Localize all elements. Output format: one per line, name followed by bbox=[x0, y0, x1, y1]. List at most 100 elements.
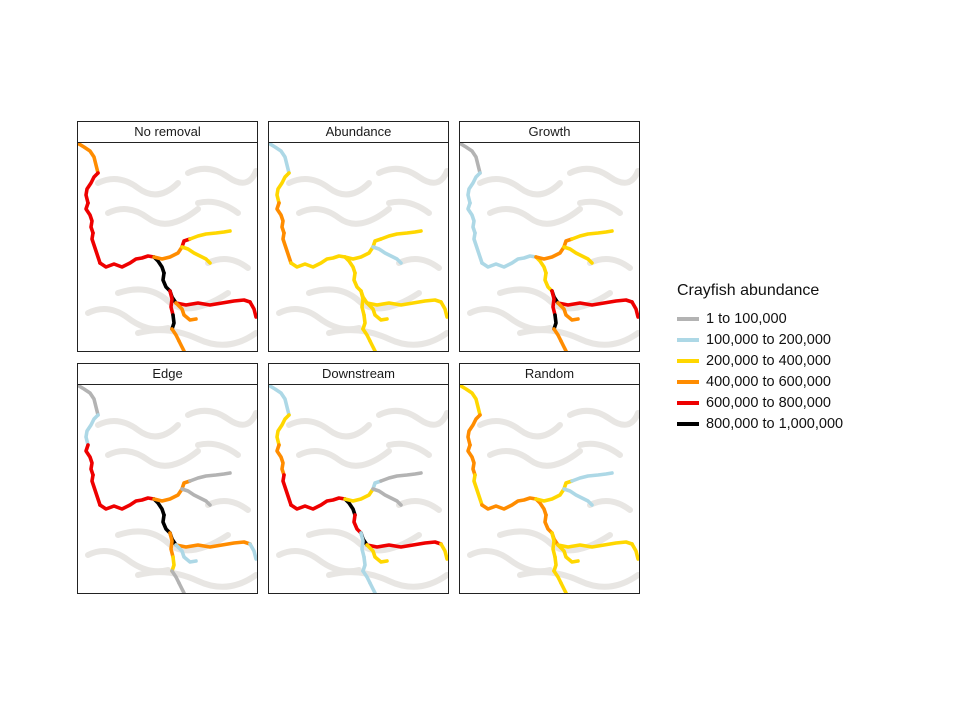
hillshade-texture bbox=[276, 548, 362, 575]
river-segment-c bbox=[466, 443, 477, 477]
river-map bbox=[460, 385, 639, 593]
river-segment-e bbox=[480, 496, 538, 511]
facet-title: Downstream bbox=[269, 364, 448, 385]
hillshade-texture bbox=[376, 165, 448, 186]
river-segment-i bbox=[570, 229, 614, 241]
river-segment-o bbox=[365, 301, 389, 322]
river-segment-g bbox=[152, 487, 184, 503]
legend-item: 600,000 to 800,000 bbox=[677, 392, 843, 413]
river-segment-d bbox=[472, 231, 484, 265]
river-segment-o bbox=[556, 543, 580, 564]
facet-title: Growth bbox=[460, 122, 639, 143]
river-segment-s bbox=[177, 581, 186, 593]
river-map bbox=[269, 385, 448, 593]
hillshade-texture bbox=[517, 569, 639, 590]
river-segment-q bbox=[170, 313, 176, 331]
legend-label: 1 to 100,000 bbox=[706, 310, 787, 327]
hillshade-texture bbox=[577, 198, 623, 216]
river-segment-r bbox=[552, 327, 563, 343]
river-segment-g bbox=[343, 245, 375, 261]
river-segment-s bbox=[368, 339, 377, 351]
hillshade-texture bbox=[477, 418, 563, 440]
river-segment-a bbox=[78, 385, 100, 417]
river-segment-b bbox=[275, 171, 291, 205]
facet-panel-growth: Growth bbox=[459, 121, 640, 352]
river-segment-d bbox=[90, 473, 102, 507]
facet-panel-random: Random bbox=[459, 363, 640, 594]
river-map bbox=[460, 143, 639, 351]
river-segment-h bbox=[180, 479, 192, 491]
river-segment-c bbox=[466, 201, 477, 235]
river-segment-c bbox=[275, 201, 286, 235]
hillshade-texture bbox=[286, 418, 372, 440]
hillshade-texture bbox=[487, 206, 583, 227]
river-map bbox=[78, 143, 257, 351]
legend-item: 100,000 to 200,000 bbox=[677, 329, 843, 350]
river-segment-r bbox=[170, 569, 181, 585]
river-segment-q bbox=[170, 555, 176, 573]
river-segment-n bbox=[248, 300, 257, 319]
hillshade-texture bbox=[326, 569, 448, 590]
river-segment-j bbox=[371, 487, 403, 507]
hillshade-texture bbox=[587, 256, 633, 271]
hillshade-texture bbox=[517, 327, 639, 348]
facet-title: Abundance bbox=[269, 122, 448, 143]
hillshade-texture bbox=[105, 206, 201, 227]
river-segment-j bbox=[371, 245, 403, 265]
hillshade-texture bbox=[286, 176, 372, 198]
river-segment-e bbox=[98, 496, 156, 511]
hillshade-texture bbox=[135, 569, 257, 590]
river-segment-e bbox=[289, 254, 347, 269]
legend-swatch bbox=[677, 421, 699, 426]
river-segment-p bbox=[550, 289, 557, 317]
river-segment-o bbox=[174, 301, 198, 322]
facet-panel-abundance: Abundance bbox=[268, 121, 449, 352]
hillshade-texture bbox=[185, 165, 257, 186]
river-segment-r bbox=[170, 327, 181, 343]
river-segment-e bbox=[289, 496, 347, 511]
river-segment-a bbox=[269, 385, 291, 417]
river-segment-j bbox=[180, 487, 212, 507]
river-segment-h bbox=[562, 237, 574, 249]
river-segment-m bbox=[365, 540, 443, 549]
river-segment-j bbox=[180, 245, 212, 265]
hillshade-texture bbox=[185, 407, 257, 428]
legend-swatch bbox=[677, 379, 699, 384]
river-segment-j bbox=[562, 487, 594, 507]
hillshade-texture bbox=[135, 327, 257, 348]
hillshade-texture bbox=[95, 418, 181, 440]
legend-swatch bbox=[677, 337, 699, 342]
river-segment-k bbox=[543, 271, 554, 293]
hillshade-texture bbox=[195, 440, 241, 458]
river-segment-m bbox=[556, 540, 634, 549]
facet-title: Edge bbox=[78, 364, 257, 385]
facet-title: Random bbox=[460, 364, 639, 385]
legend-swatch bbox=[677, 358, 699, 363]
river-segment-q bbox=[361, 313, 367, 331]
legend-title: Crayfish abundance bbox=[677, 282, 820, 299]
hillshade-texture bbox=[577, 440, 623, 458]
hillshade-texture bbox=[477, 176, 563, 198]
river-segment-q bbox=[552, 313, 558, 331]
river-segment-r bbox=[361, 327, 372, 343]
hillshade-texture bbox=[205, 498, 251, 513]
hillshade-texture bbox=[567, 165, 639, 186]
river-segment-c bbox=[84, 443, 95, 477]
hillshade-texture bbox=[487, 448, 583, 469]
river-segment-s bbox=[177, 339, 186, 351]
river-segment-i bbox=[379, 229, 423, 241]
legend-label: 200,000 to 400,000 bbox=[706, 352, 831, 369]
river-segment-c bbox=[84, 201, 95, 235]
river-segment-b bbox=[466, 171, 482, 205]
facet-panel-downstream: Downstream bbox=[268, 363, 449, 594]
river-segment-d bbox=[281, 231, 293, 265]
river-segment-p bbox=[359, 289, 366, 317]
river-map bbox=[78, 385, 257, 593]
legend-swatch bbox=[677, 400, 699, 405]
river-segment-h bbox=[180, 237, 192, 249]
river-segment-p bbox=[168, 289, 175, 317]
river-segment-m bbox=[174, 298, 252, 307]
river-segment-h bbox=[371, 237, 383, 249]
hillshade-texture bbox=[276, 306, 362, 333]
river-segment-i bbox=[379, 471, 423, 483]
